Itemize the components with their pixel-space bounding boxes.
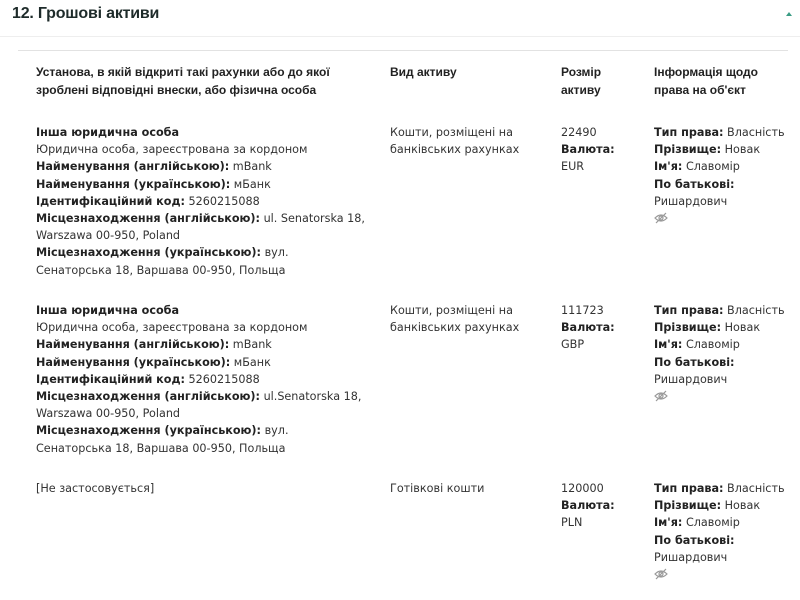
institution-line: Ідентифікаційний код: 5260215088 — [36, 193, 366, 210]
field-label: Найменування (українською): — [36, 177, 231, 191]
field-value: мБанк — [230, 177, 271, 191]
name-label: Ім'я: — [654, 516, 683, 530]
institution-line: Найменування (українською): мБанк — [36, 176, 366, 193]
institution-cell: Інша юридична особа Юридична особа, зареє… — [36, 124, 366, 279]
institution-line: Місцезнаходження (англійською): ul.Senat… — [36, 388, 366, 422]
field-value: ul.Senatorska 18, Warszawa 00-950, Polan… — [36, 390, 362, 421]
column-header-institution: Установа, в якій відкриті такі рахунки а… — [36, 65, 330, 97]
field-value: вул. Сенаторська 18, Варшава 00-950, Пол… — [36, 246, 289, 277]
surname: Новак — [721, 143, 761, 157]
field-value: мБанк — [230, 355, 271, 369]
field-value: mBank — [229, 338, 272, 352]
eye-slash-icon[interactable] — [654, 212, 668, 224]
section-title: 12. Грошові активи — [12, 5, 160, 22]
field-value: вул. Сенаторська 18, Варшава 00-950, Пол… — [36, 424, 289, 455]
patronymic: Ришардович — [654, 372, 728, 386]
surname-label: Прізвище: — [654, 321, 722, 335]
patronymic-label: По батькові: — [654, 533, 735, 547]
field-value: Інша юридична особа — [36, 304, 180, 317]
patronymic: Ришардович — [654, 194, 728, 208]
field-value: Інша юридична особа — [36, 126, 180, 139]
currency-label: Валюта: — [561, 143, 615, 157]
eye-slash-icon[interactable] — [654, 390, 668, 402]
eye-slash-icon[interactable] — [654, 568, 668, 580]
patronymic-label: По батькові: — [654, 355, 735, 369]
institution-line: Місцезнаходження (українською): вул. Сен… — [36, 244, 366, 278]
patronymic-label: По батькові: — [654, 177, 735, 191]
currency-label: Валюта: — [561, 321, 615, 335]
field-label: Ідентифікаційний код: — [36, 194, 185, 208]
rights-cell: Тип права: Власність Прізвище: Новак Ім'я:… — [654, 302, 794, 402]
asset-type-cell: Готівкові кошти — [390, 482, 485, 495]
asset-type-cell: Кошти, розміщені на банківських рахунках — [390, 304, 520, 335]
name-label: Ім'я: — [654, 338, 683, 352]
name: Славомір — [682, 516, 740, 530]
field-label: Місцезнаходження (англійською): — [36, 390, 261, 404]
asset-type-cell: Кошти, розміщені на банківських рахунках — [390, 126, 520, 157]
currency: EUR — [561, 160, 585, 174]
amount: 120000 — [561, 482, 604, 495]
institution-line: Юридична особа, зареєстрована за кордоно… — [36, 319, 366, 336]
currency-label: Валюта: — [561, 499, 615, 513]
surname-label: Прізвище: — [654, 143, 722, 157]
institution-cell: [Не застосовується] — [36, 480, 366, 497]
field-value: [Не застосовується] — [36, 482, 155, 495]
rights-type-label: Тип права: — [654, 126, 724, 139]
currency: GBP — [561, 338, 585, 352]
column-header-asset-type: Вид активу — [390, 65, 457, 79]
rights-type-label: Тип права: — [654, 304, 724, 317]
institution-line: Найменування (англійською): mBank — [36, 336, 366, 353]
surname: Новак — [721, 321, 761, 335]
amount-cell: 111723 Валюта: GBP — [561, 302, 641, 354]
surname: Новак — [721, 499, 761, 513]
field-value: Юридична особа, зареєстрована за кордоно… — [36, 321, 308, 335]
institution-line: Юридична особа, зареєстрована за кордоно… — [36, 141, 366, 158]
amount-cell: 22490 Валюта: EUR — [561, 124, 641, 176]
column-header-amount: Розмір активу — [561, 65, 602, 97]
divider — [18, 50, 788, 51]
field-label: Місцезнаходження (українською): — [36, 424, 262, 438]
institution-line: Інша юридична особа — [36, 124, 366, 141]
institution-line: Місцезнаходження (українською): вул. Сен… — [36, 422, 366, 456]
name: Славомір — [682, 160, 740, 174]
rights-type: Власність — [723, 304, 785, 317]
field-value: ul. Senatorska 18, Warszawa 00-950, Pola… — [36, 212, 365, 243]
field-label: Ідентифікаційний код: — [36, 372, 185, 386]
field-label: Найменування (англійською): — [36, 338, 230, 352]
field-value: 5260215088 — [184, 372, 260, 386]
surname-label: Прізвище: — [654, 499, 722, 513]
rights-cell: Тип права: Власність Прізвище: Новак Ім'я:… — [654, 124, 794, 224]
rights-cell: Тип права: Власність Прізвище: Новак Ім'я:… — [654, 480, 794, 580]
rights-type-label: Тип права: — [654, 482, 724, 495]
rights-type: Власність — [723, 126, 785, 139]
name: Славомір — [682, 338, 740, 352]
institution-cell: Інша юридична особа Юридична особа, зареє… — [36, 302, 366, 457]
caret-up-icon[interactable] — [786, 12, 792, 16]
field-label: Місцезнаходження (українською): — [36, 246, 262, 260]
patronymic: Ришардович — [654, 550, 728, 564]
name-label: Ім'я: — [654, 160, 683, 174]
field-label: Місцезнаходження (англійською): — [36, 212, 261, 226]
field-label: Найменування (українською): — [36, 355, 231, 369]
institution-line: Ідентифікаційний код: 5260215088 — [36, 371, 366, 388]
institution-line: [Не застосовується] — [36, 480, 366, 497]
field-value: 5260215088 — [184, 194, 260, 208]
section-header[interactable]: 12. Грошові активи — [0, 0, 800, 37]
field-value: Юридична особа, зареєстрована за кордоно… — [36, 143, 308, 157]
field-value: mBank — [229, 160, 272, 174]
amount: 111723 — [561, 304, 604, 317]
currency: PLN — [561, 516, 583, 530]
column-header-rights: Інформація щодо права на об'єкт — [654, 65, 758, 97]
amount-cell: 120000 Валюта: PLN — [561, 480, 641, 532]
institution-line: Інша юридична особа — [36, 302, 366, 319]
rights-type: Власність — [723, 482, 785, 495]
institution-line: Найменування (українською): мБанк — [36, 354, 366, 371]
amount: 22490 — [561, 126, 597, 139]
field-label: Найменування (англійською): — [36, 160, 230, 174]
institution-line: Місцезнаходження (англійською): ul. Sena… — [36, 210, 366, 244]
institution-line: Найменування (англійською): mBank — [36, 158, 366, 175]
